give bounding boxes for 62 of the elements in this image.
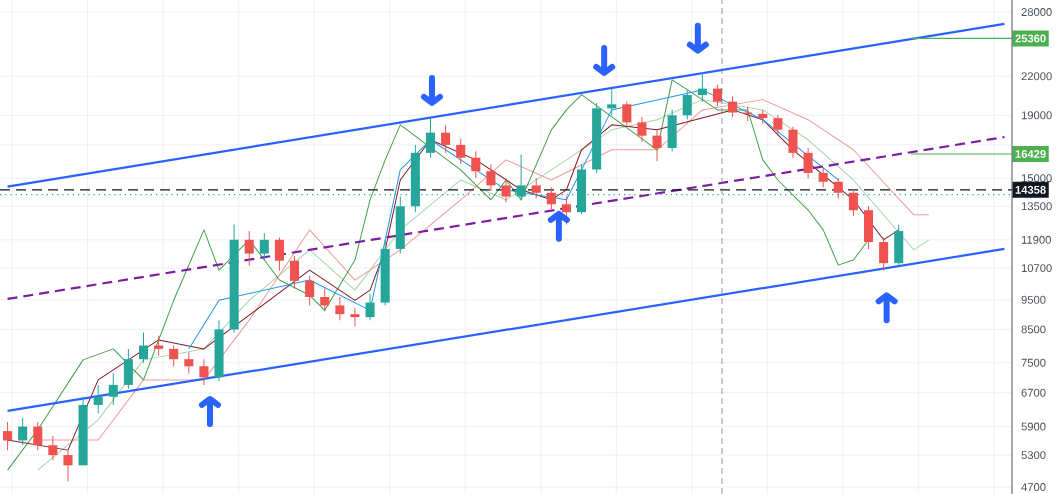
candlestick bbox=[138, 332, 149, 364]
candlestick bbox=[425, 117, 436, 159]
y-tick-label: 11900 bbox=[1021, 235, 1051, 244]
candlestick bbox=[33, 421, 43, 451]
y-tick-label: 5300 bbox=[1021, 451, 1046, 460]
y-tick-label: 9500 bbox=[1021, 295, 1046, 304]
y-tick-label: 4700 bbox=[1021, 483, 1046, 492]
candlestick bbox=[259, 232, 269, 262]
candlestick bbox=[697, 72, 707, 103]
candlestick bbox=[803, 147, 813, 179]
candlestick bbox=[18, 417, 28, 446]
candlestick bbox=[244, 230, 254, 267]
candlestick bbox=[305, 275, 315, 306]
candlestick bbox=[108, 373, 118, 406]
candlestick bbox=[199, 358, 209, 386]
candlestick bbox=[486, 163, 496, 192]
candlestick bbox=[184, 351, 194, 375]
y-tick-label: 6700 bbox=[1021, 388, 1046, 397]
candlestick bbox=[682, 89, 692, 121]
y-tick-label: 7500 bbox=[1021, 358, 1046, 367]
candlestick bbox=[848, 188, 858, 217]
candlestick bbox=[3, 421, 13, 451]
y-tick-label: 5900 bbox=[1021, 422, 1046, 431]
ref-line-label: 14358 bbox=[1015, 185, 1046, 194]
candlestick bbox=[637, 116, 647, 143]
ref-line-label: 25360 bbox=[1015, 34, 1046, 43]
candlestick bbox=[622, 101, 632, 128]
candlestick bbox=[456, 138, 466, 165]
candlestick bbox=[441, 124, 451, 154]
candlestick bbox=[788, 126, 798, 159]
candlestick bbox=[501, 177, 511, 203]
candlestick bbox=[320, 288, 330, 312]
candlestick bbox=[818, 167, 828, 188]
candlestick bbox=[607, 88, 617, 116]
candlestick bbox=[471, 150, 481, 179]
candlestick bbox=[652, 129, 662, 162]
candlestick bbox=[154, 335, 164, 357]
candlestick bbox=[365, 293, 375, 321]
candlestick bbox=[773, 114, 783, 135]
candlestick bbox=[728, 95, 738, 118]
candlestick bbox=[48, 435, 58, 461]
candlestick bbox=[879, 237, 889, 272]
y-tick-label: 22000 bbox=[1021, 72, 1052, 81]
y-tick-label: 10700 bbox=[1021, 264, 1052, 273]
y-tick-label: 8500 bbox=[1021, 325, 1046, 334]
y-tick-label: 28000 bbox=[1021, 8, 1052, 17]
y-tick-label: 15000 bbox=[1021, 174, 1052, 183]
candlestick bbox=[531, 177, 541, 199]
candlestick bbox=[335, 296, 345, 321]
candlestick bbox=[274, 237, 284, 272]
candlestick bbox=[546, 186, 556, 211]
candlestick bbox=[712, 84, 722, 107]
candlestick bbox=[93, 384, 103, 414]
candlestick bbox=[561, 196, 571, 226]
candlestick bbox=[350, 307, 360, 327]
y-tick-label: 13500 bbox=[1021, 202, 1052, 211]
ref-line-label: 16429 bbox=[1015, 150, 1046, 158]
candlestick bbox=[290, 255, 300, 290]
candlestick bbox=[833, 177, 843, 199]
candlestick bbox=[169, 345, 179, 367]
y-tick-label: 19000 bbox=[1021, 111, 1052, 120]
candlestick bbox=[63, 449, 73, 482]
